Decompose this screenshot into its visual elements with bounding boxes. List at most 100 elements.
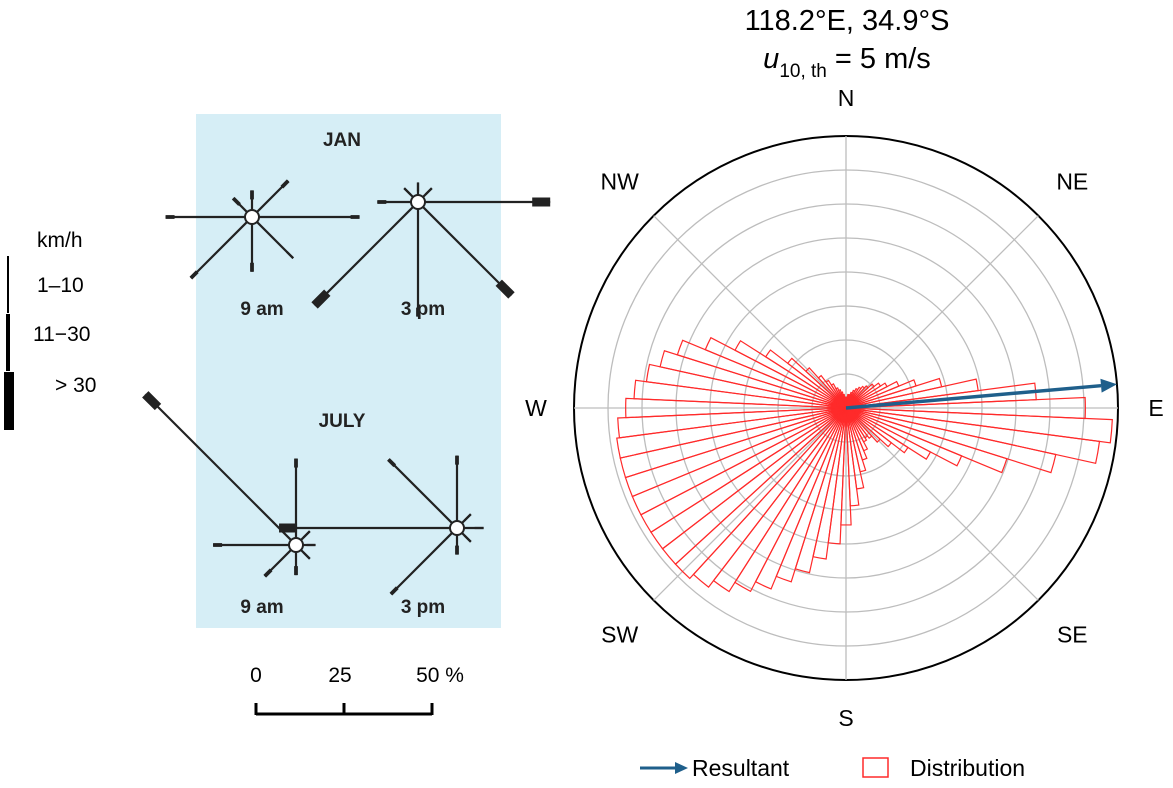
distribution-bin <box>835 387 847 409</box>
subtitle-variable: u <box>763 43 779 75</box>
rose-calm-circle <box>410 194 426 210</box>
grid-spoke <box>653 215 847 409</box>
direction-labels: N NE E SE S SW W NW <box>525 85 1164 731</box>
distribution-bin <box>734 339 847 409</box>
distribution-bin <box>631 407 847 516</box>
direction-label: E <box>1148 395 1163 421</box>
rose-arm <box>422 206 513 297</box>
direction-label: SE <box>1057 621 1088 647</box>
distribution-bin <box>845 407 1057 474</box>
rose-arm-speed-class <box>389 586 399 596</box>
distribution-bin <box>845 407 932 460</box>
rose-calm-circle <box>244 209 260 225</box>
direction-label: W <box>525 395 547 421</box>
rose-arm-speed-class <box>495 279 515 299</box>
rose-arm-speed-class <box>280 179 290 189</box>
legend-item-distribution: Distribution <box>862 755 1025 781</box>
legend-label: Distribution <box>910 755 1025 781</box>
rose-arm-speed-class <box>387 458 397 468</box>
distribution-bin <box>825 379 847 409</box>
polar-grid <box>573 135 1119 681</box>
rose-calm-circle <box>288 537 304 553</box>
rose-arm-speed-class <box>231 196 241 206</box>
rose-arm <box>144 393 292 541</box>
scale-tick-label: 0 <box>250 664 262 687</box>
polar-chart: 118.2°E, 34.9°S u10, th = 5 m/s N NE E SE S S… <box>525 5 1164 731</box>
chart-title: 118.2°E, 34.9°S <box>745 5 950 37</box>
distribution-bin <box>805 367 847 409</box>
distribution-bin <box>845 407 881 443</box>
rose-arm-speed-class <box>286 251 294 259</box>
distribution-bin <box>624 407 847 498</box>
wind-rose <box>165 179 360 280</box>
distribution-bin <box>764 349 847 409</box>
distribution-bin <box>845 407 1101 465</box>
percent-scale: 0 25 50 % <box>250 664 464 716</box>
direction-label: S <box>838 705 853 731</box>
grid-spoke <box>653 407 847 601</box>
distribution-bin <box>734 407 847 593</box>
grid-spoke <box>845 407 1039 601</box>
time-label: 3 pm <box>401 299 445 320</box>
distribution-bin <box>845 407 909 454</box>
rose-arm-speed-class <box>189 270 199 280</box>
month-label: JULY <box>319 411 366 432</box>
rose-arm-speed-class <box>403 187 412 196</box>
direction-label: N <box>838 85 855 111</box>
month-label: JAN <box>323 130 361 151</box>
speed-bar-light <box>7 256 9 313</box>
rose-arm-speed-class <box>463 513 472 522</box>
distribution-bin <box>843 396 847 409</box>
time-label: 9 am <box>240 597 283 618</box>
speed-class-label: > 30 <box>55 374 96 397</box>
rose-arm-speed-class <box>263 568 273 578</box>
rose-calm-circle <box>449 520 465 536</box>
distribution-bin <box>645 363 847 409</box>
distribution-bin <box>616 407 847 459</box>
monthly-roses <box>142 179 551 596</box>
chart-subtitle: u10, th = 5 m/s <box>763 43 931 82</box>
resultant-vector <box>845 378 1117 410</box>
chart-legend: Resultant Distribution <box>640 755 1025 781</box>
legend-item-resultant: Resultant <box>640 755 790 781</box>
distribution-bin <box>817 374 847 409</box>
distribution-bin <box>786 357 847 409</box>
legend-label: Resultant <box>692 755 790 781</box>
rose-arm <box>313 206 414 307</box>
wind-rose <box>311 182 551 317</box>
rose-arm-speed-class <box>302 551 311 560</box>
time-label: 9 am <box>240 299 283 320</box>
distribution-bin <box>840 391 847 409</box>
resultant-arrowhead <box>1100 378 1117 393</box>
rose-arm-speed-class <box>424 187 433 196</box>
subtitle-value: = 5 m/s <box>827 43 931 75</box>
scale-tick-label: 50 % <box>416 664 464 687</box>
distribution-bin <box>845 407 873 440</box>
distribution-bin <box>842 393 847 409</box>
distribution-bin <box>617 407 847 439</box>
distribution-bins <box>616 336 1113 593</box>
speed-class-label: 1–10 <box>37 274 84 297</box>
wind-rose <box>279 455 484 596</box>
distribution-legend-swatch <box>862 757 889 778</box>
direction-label: SW <box>601 621 638 647</box>
time-label: 3 pm <box>401 597 445 618</box>
rose-arm-speed-class <box>142 391 162 411</box>
grid-spoke <box>845 215 1039 409</box>
speed-unit-label: km/h <box>37 229 83 252</box>
direction-label: NE <box>1056 169 1088 195</box>
rose-arm <box>390 532 453 595</box>
rose-arm <box>387 458 453 524</box>
distribution-bin <box>845 407 963 467</box>
monthly-wind-rose-panel: JAN JULY 9 am 3 pm 9 am 3 pm <box>142 114 551 628</box>
distribution-bin <box>659 349 847 409</box>
speed-bar-strong <box>4 372 14 430</box>
distribution-bin <box>830 383 847 409</box>
rose-arm-speed-class <box>463 534 472 543</box>
distribution-bin <box>625 397 847 419</box>
scale-tick-label: 25 <box>328 664 351 687</box>
distribution-bin <box>633 379 847 409</box>
subtitle-subscript: 10, th <box>779 61 827 82</box>
rose-arm <box>190 221 248 279</box>
